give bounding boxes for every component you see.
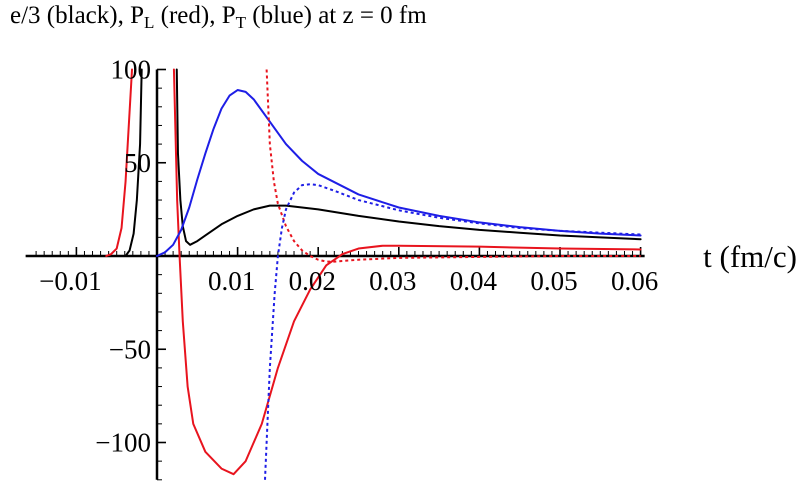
chart-title: e/3 (black), PL (red), PT (blue) at z = … xyxy=(10,2,427,33)
x-tick-label: 0.02 xyxy=(289,266,336,296)
title-text: (blue) at z = 0 fm xyxy=(246,2,427,29)
x-tick-label: 0.05 xyxy=(530,266,577,296)
series-0-line-segment-0 xyxy=(124,68,143,257)
series-3-line-segment-0 xyxy=(265,69,641,263)
y-tick-label: −50 xyxy=(109,334,151,364)
series-4-line-segment-0 xyxy=(264,183,641,480)
title-subscript: L xyxy=(143,13,155,32)
axes xyxy=(25,69,645,480)
title-text: e/3 (black), P xyxy=(10,2,144,29)
title-text: (red), P xyxy=(154,2,236,29)
series-2-line-segment-0 xyxy=(156,89,642,257)
x-tick-label: 0.04 xyxy=(450,266,498,296)
series-1-line-segment-1 xyxy=(172,68,642,476)
series-1-line-segment-0 xyxy=(105,68,134,257)
x-tick-label: −0.01 xyxy=(39,266,101,296)
x-tick-label: 0.03 xyxy=(369,266,416,296)
series-0-line-segment-1 xyxy=(175,68,642,246)
title-subscript: T xyxy=(235,13,246,32)
x-axis-label: t (fm/c) xyxy=(703,239,797,274)
x-tick-label: 0.06 xyxy=(611,266,658,296)
x-tick-label: 0.01 xyxy=(208,266,255,296)
y-tick-label: 50 xyxy=(124,148,151,178)
y-tick-label: −100 xyxy=(95,428,151,458)
tick-labels: −0.01 0.01 0.02 0.03 0.04 0.05 0.06 100 50 −50 −10… xyxy=(39,55,797,458)
y-tick-label: 100 xyxy=(111,55,152,85)
data-series xyxy=(105,68,642,480)
